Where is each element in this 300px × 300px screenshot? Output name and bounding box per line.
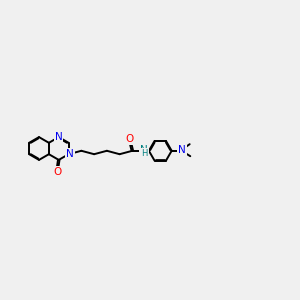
Text: N: N <box>178 145 186 155</box>
Text: N: N <box>140 145 148 155</box>
Text: N: N <box>66 149 74 159</box>
Text: N: N <box>55 132 63 142</box>
Text: H: H <box>141 149 147 158</box>
Text: O: O <box>125 134 134 144</box>
Text: O: O <box>53 167 61 177</box>
